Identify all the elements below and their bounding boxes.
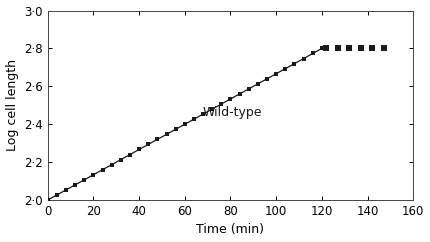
X-axis label: Time (min): Time (min) bbox=[197, 223, 264, 236]
Y-axis label: Log cell length: Log cell length bbox=[6, 59, 18, 151]
Text: Wild-type: Wild-type bbox=[203, 106, 263, 119]
